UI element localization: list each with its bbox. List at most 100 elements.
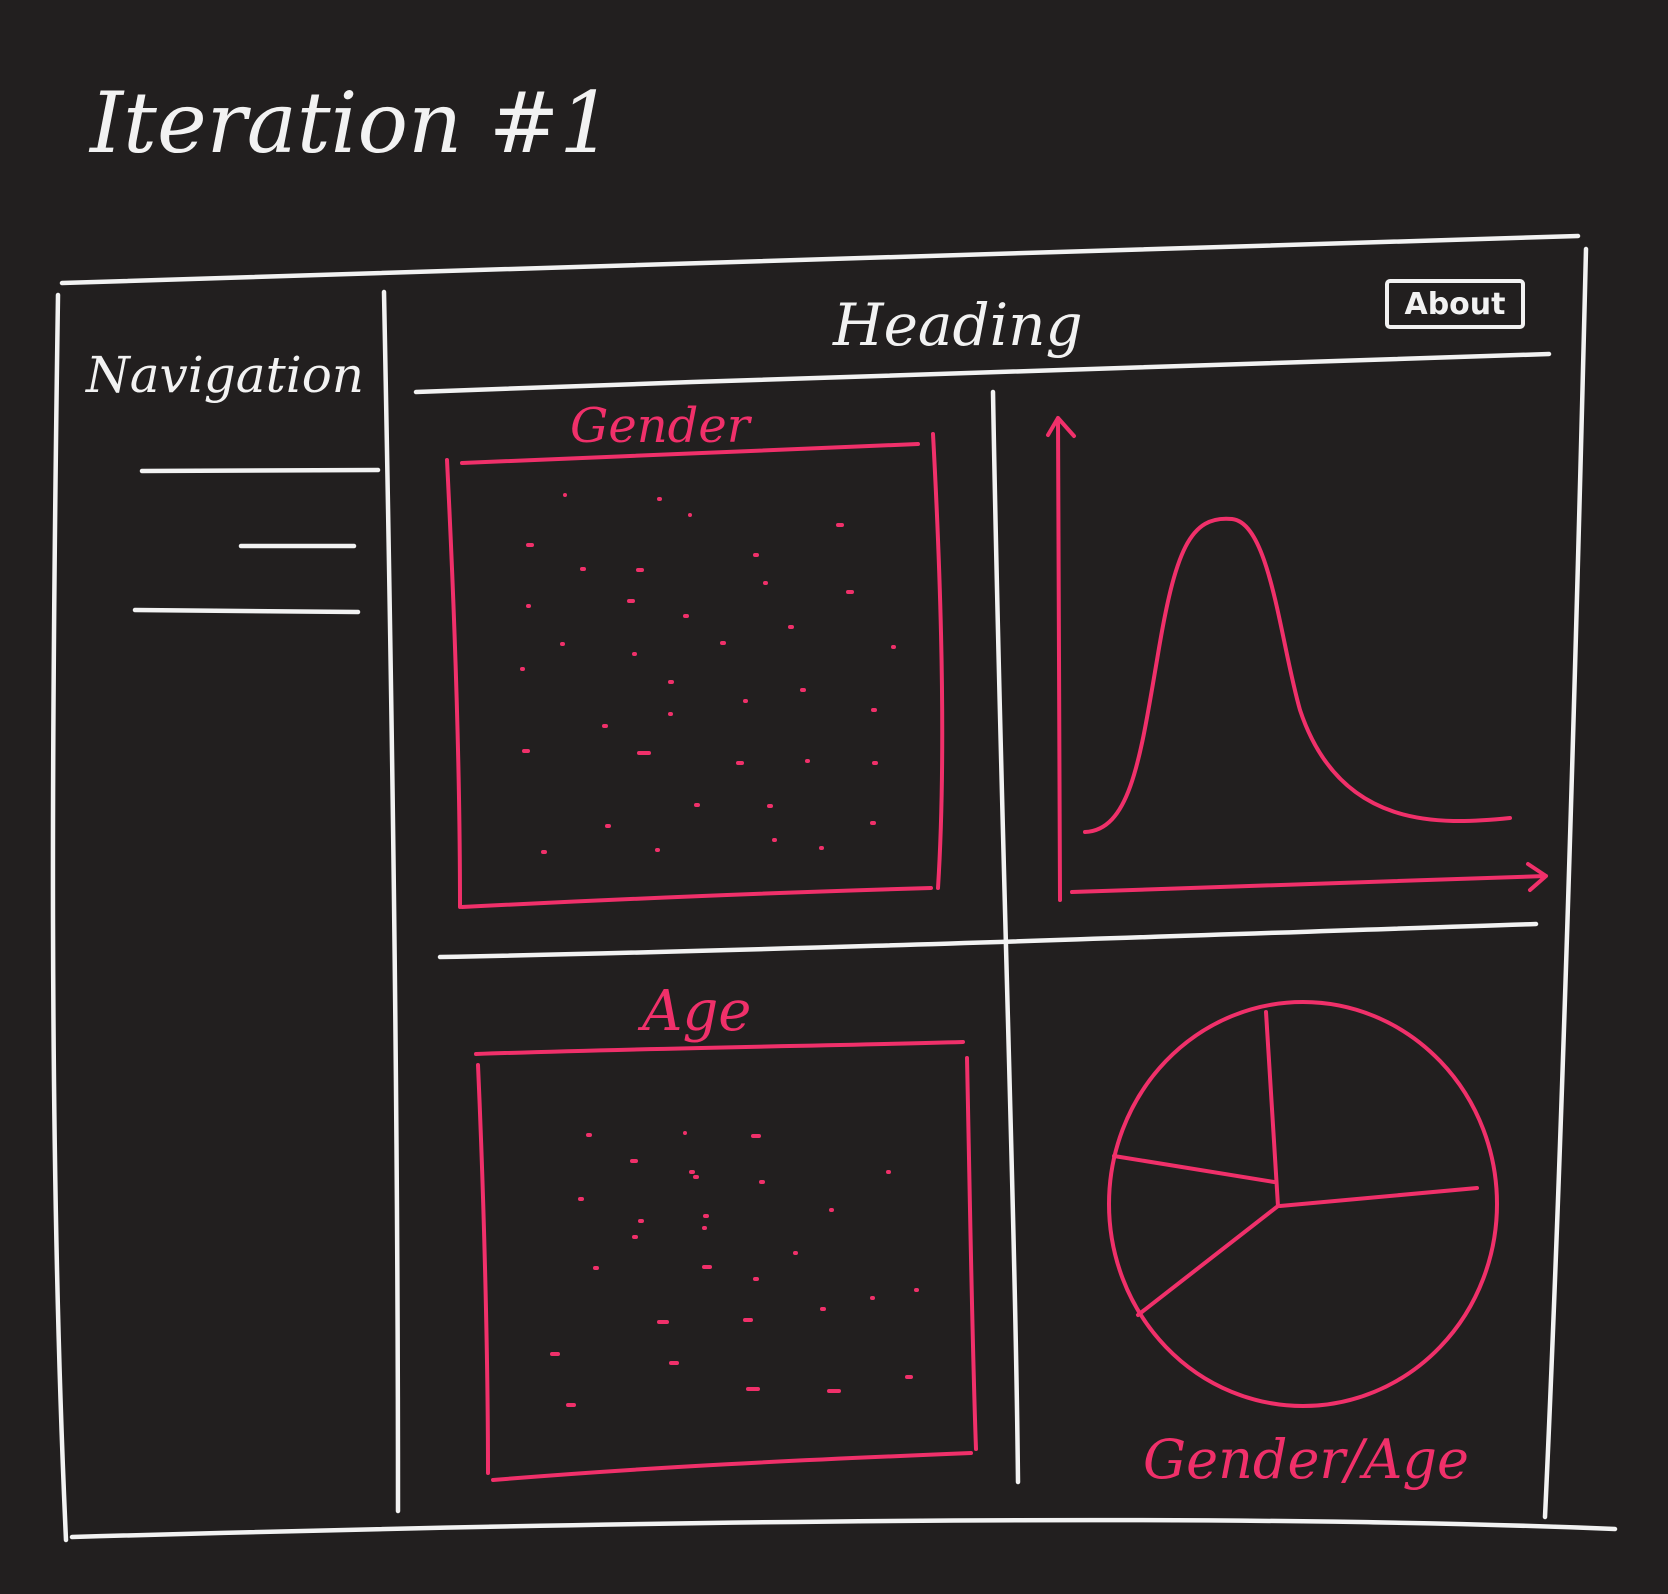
scatter-point — [526, 543, 534, 547]
gender-age-panel: Gender/Age — [1107, 1000, 1499, 1491]
scatter-point — [694, 803, 700, 807]
scatter-point — [753, 553, 759, 557]
scatter-point — [702, 1265, 712, 1269]
scatter-point — [683, 614, 689, 618]
scatter-point — [891, 645, 896, 649]
about-button-label: About — [1404, 287, 1505, 322]
distribution-curve — [1083, 516, 1512, 834]
scatter-point — [800, 688, 806, 692]
scatter-point — [636, 568, 644, 572]
scatter-point — [522, 749, 530, 753]
scatter-point — [563, 493, 567, 497]
header: Heading About — [413, 279, 1552, 395]
scatter-point — [827, 1389, 841, 1393]
scatter-point — [655, 848, 660, 852]
sidebar-nav-item[interactable] — [132, 607, 361, 615]
age-panel: Age — [474, 979, 978, 1482]
gender-scatter-points — [520, 493, 896, 854]
scatter-point — [793, 1251, 798, 1255]
scatter-point — [586, 1133, 592, 1137]
scatter-point — [580, 567, 586, 571]
age-scatter-frame — [474, 1040, 978, 1482]
scatter-point — [886, 1170, 891, 1174]
sidebar-divider — [381, 289, 401, 1514]
scatter-point — [743, 1318, 753, 1322]
scatter-point — [759, 1180, 765, 1184]
scatter-point — [751, 1134, 761, 1138]
scatter-point — [630, 1159, 638, 1163]
sidebar-title: Navigation — [85, 346, 364, 404]
sidebar: Navigation — [85, 289, 401, 1514]
scatter-point — [736, 761, 744, 765]
scatter-point — [720, 641, 726, 645]
scatter-point — [772, 838, 777, 842]
scatter-point — [746, 1387, 760, 1391]
scatter-point — [627, 599, 635, 603]
pie-slice-line — [1112, 1154, 1276, 1184]
grid-divider-vertical — [990, 389, 1021, 1485]
scatter-point — [683, 1131, 687, 1135]
distribution-panel — [1046, 416, 1548, 902]
scatter-point — [743, 699, 748, 703]
age-scatter-points — [550, 1131, 919, 1407]
scatter-point — [632, 652, 637, 656]
page-heading: Heading — [832, 291, 1083, 359]
scatter-point — [872, 761, 878, 765]
scatter-point — [560, 642, 565, 646]
pie-slice-line — [1136, 1204, 1280, 1317]
gender-panel-title: Gender — [570, 398, 753, 454]
gender-age-pie-outline — [1107, 1000, 1499, 1408]
gender-age-panel-title: Gender/Age — [1143, 1428, 1469, 1491]
page-title: Iteration #1 — [88, 74, 613, 172]
scatter-point — [703, 1214, 709, 1218]
scatter-point — [753, 1277, 759, 1281]
header-divider — [413, 351, 1552, 395]
scatter-point — [871, 708, 877, 712]
scatter-point — [605, 824, 611, 828]
scatter-point — [836, 523, 844, 527]
scatter-point — [657, 1320, 669, 1324]
gender-scatter-frame — [445, 432, 945, 909]
pie-slice-line — [1264, 1010, 1280, 1208]
scatter-point — [578, 1197, 584, 1201]
grid-divider-horizontal — [437, 921, 1539, 960]
scatter-point — [602, 724, 608, 728]
scatter-point — [688, 513, 692, 517]
scatter-point — [669, 1361, 679, 1365]
scatter-point — [819, 846, 824, 850]
distribution-y-axis — [1046, 416, 1076, 902]
scatter-point — [767, 804, 773, 808]
scatter-point — [846, 590, 854, 594]
scatter-point — [593, 1266, 599, 1270]
scatter-point — [788, 625, 794, 629]
scatter-point — [668, 680, 674, 684]
scatter-point — [689, 1170, 695, 1174]
distribution-x-axis — [1070, 862, 1548, 894]
scatter-point — [550, 1352, 560, 1356]
scatter-point — [693, 1175, 699, 1179]
scatter-point — [637, 751, 651, 755]
about-button[interactable]: About — [1385, 279, 1525, 329]
scatter-point — [820, 1307, 826, 1311]
scatter-point — [566, 1403, 576, 1407]
age-panel-title: Age — [637, 979, 751, 1044]
app-frame — [50, 233, 1618, 1543]
scatter-point — [526, 604, 531, 608]
gender-panel: Gender — [445, 398, 945, 909]
scatter-point — [870, 821, 876, 825]
scatter-point — [520, 667, 525, 671]
scatter-point — [914, 1288, 919, 1292]
scatter-point — [657, 497, 662, 501]
scatter-point — [763, 581, 768, 585]
scatter-point — [870, 1296, 875, 1300]
scatter-point — [668, 712, 673, 716]
sidebar-nav-item[interactable] — [139, 467, 381, 474]
scatter-point — [541, 850, 547, 854]
scatter-point — [638, 1219, 644, 1223]
scatter-point — [905, 1375, 913, 1379]
scatter-point — [632, 1235, 638, 1239]
scatter-point — [805, 759, 810, 763]
scatter-point — [829, 1208, 834, 1212]
about-button-border — [1385, 279, 1525, 329]
